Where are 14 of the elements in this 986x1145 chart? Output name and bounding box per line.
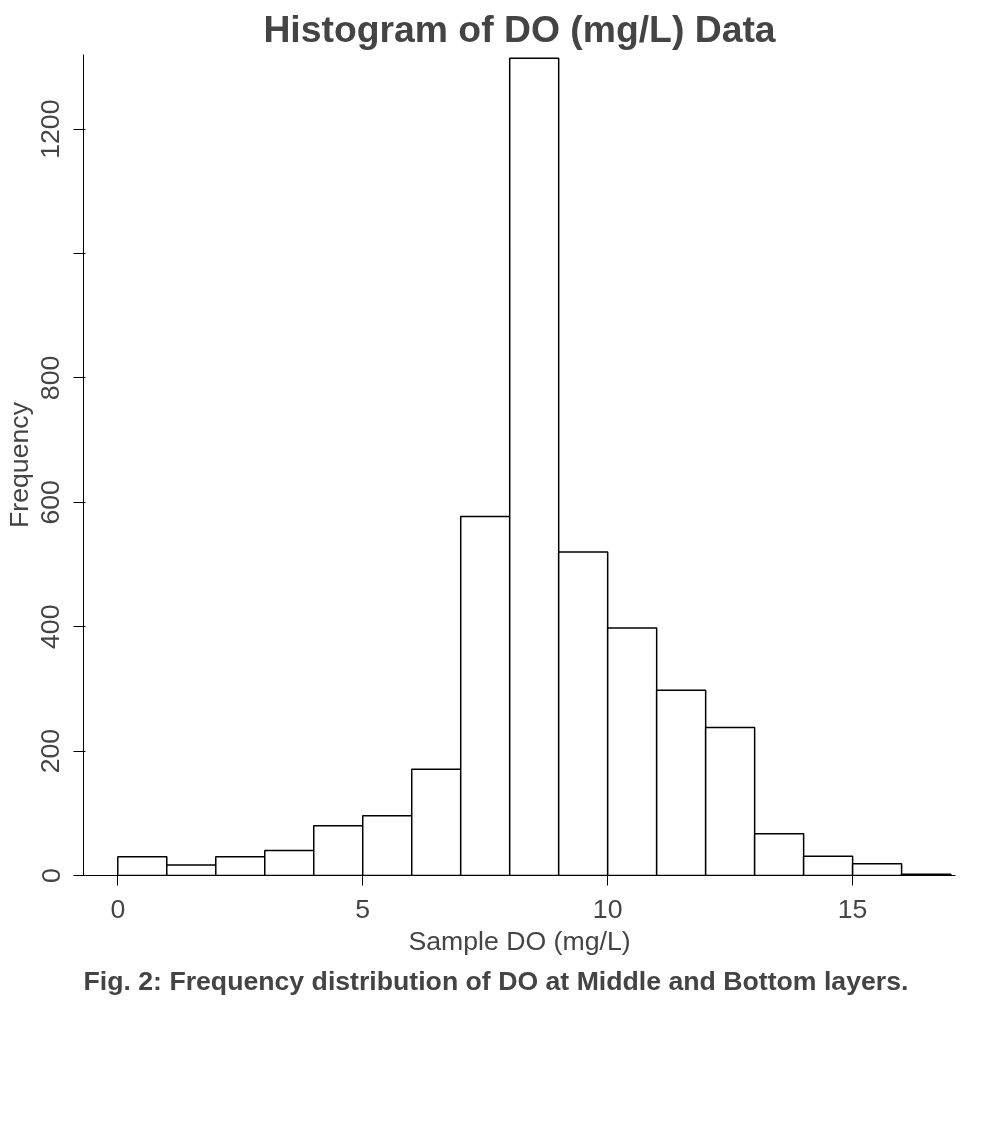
x-tick-label: 15: [837, 893, 868, 924]
chart-title: Histogram of DO (mg/L) Data: [263, 7, 776, 50]
caption: Fig. 2: Frequency distribution of DO at Middle and Bottom layers.: [83, 965, 909, 996]
x-axis-title: Sample DO (mg/L): [408, 925, 631, 956]
x-tick-label: 0: [110, 893, 126, 924]
x-tick-label: 10: [592, 893, 623, 924]
y-tick-label: 600: [35, 480, 66, 525]
y-tick-label: 800: [35, 355, 66, 401]
y-tick-label: 1200: [35, 99, 66, 159]
y-tick-label: 0: [35, 868, 66, 883]
y-axis-title: Frequency: [3, 401, 34, 528]
y-tick-label: 400: [35, 604, 66, 649]
x-tick-label: 5: [355, 893, 371, 924]
y-tick-label: 200: [35, 728, 66, 774]
